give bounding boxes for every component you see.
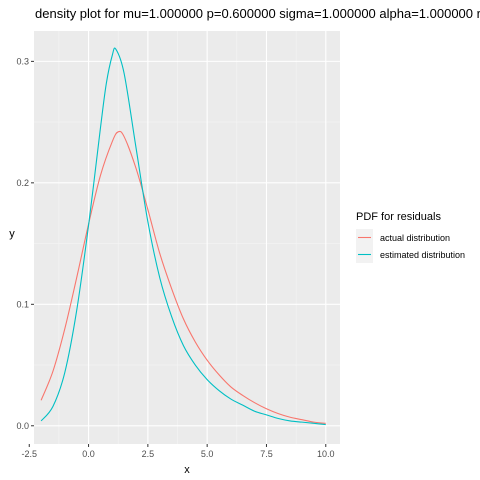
x-axis-title: x — [184, 464, 190, 476]
legend-title: PDF for residuals — [356, 211, 441, 223]
y-axis: 0.0 0.1 0.2 0.3 — [16, 56, 34, 431]
y-tick-label: 0.2 — [16, 178, 29, 188]
legend-label: estimated distribution — [380, 250, 465, 260]
x-tick-label: 0.0 — [82, 449, 95, 459]
grid-lines — [28, 31, 340, 444]
y-axis-title: y — [9, 228, 15, 240]
x-tick-label: 7.5 — [260, 449, 273, 459]
y-tick-label: 0.1 — [16, 299, 29, 309]
x-axis: -2.5 0.0 2.5 5.0 7.5 10.0 — [21, 444, 335, 459]
y-tick-label: 0.3 — [16, 56, 29, 66]
x-tick-label: 2.5 — [142, 449, 155, 459]
plot-panel — [34, 31, 340, 444]
legend-label: actual distribution — [380, 233, 450, 243]
series-lines — [40, 47, 326, 426]
chart-title: density plot for mu=1.000000 p=0.600000 … — [35, 6, 480, 21]
legend: PDF for residuals actual distribution est… — [356, 211, 465, 263]
estimated-distribution-line — [40, 47, 326, 426]
y-tick-label: 0.0 — [16, 421, 29, 431]
x-tick-label: -2.5 — [21, 449, 37, 459]
x-tick-label: 5.0 — [201, 449, 214, 459]
x-tick-label: 10.0 — [317, 449, 335, 459]
